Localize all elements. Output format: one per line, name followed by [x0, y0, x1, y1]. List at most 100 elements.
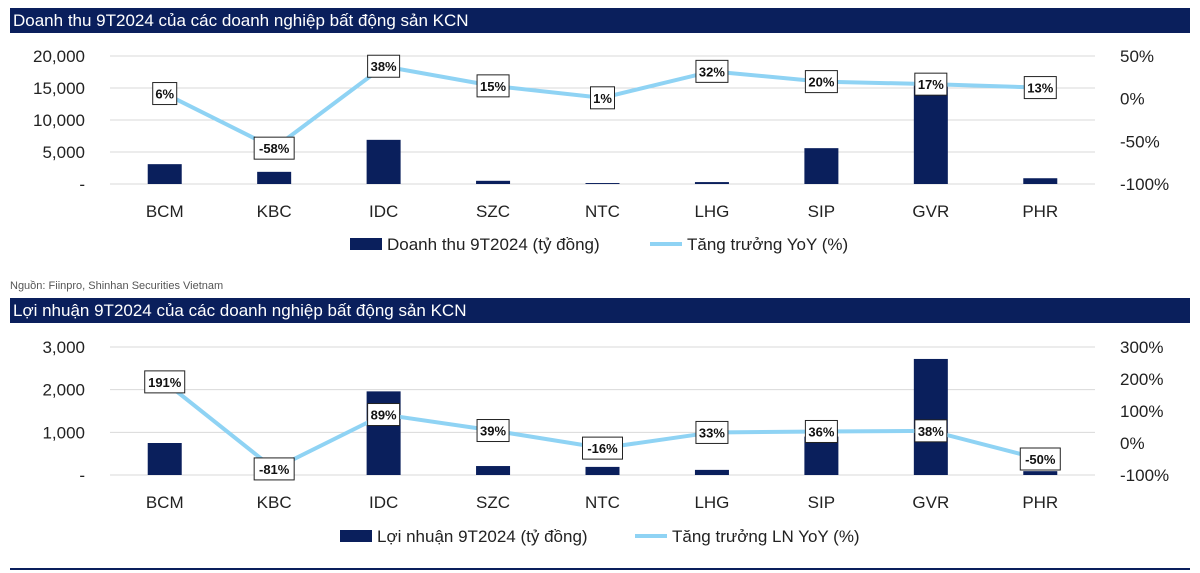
x-tick-label: IDC — [369, 202, 398, 221]
data-label-box — [1019, 447, 1061, 471]
y2-tick-label: 0% — [1120, 434, 1145, 453]
x-tick-label: SZC — [476, 493, 510, 512]
data-label: 38% — [371, 59, 397, 74]
bar-kbc — [257, 171, 292, 184]
chart-2-title: Lợi nhuận 9T2024 của các doanh nghiệp bấ… — [10, 298, 1190, 323]
data-label-box — [914, 419, 948, 443]
y-tick-label: - — [79, 466, 85, 485]
bar-phr — [1023, 471, 1058, 475]
data-label: 13% — [1027, 81, 1053, 96]
bar-sip — [804, 436, 839, 475]
bar-lhg — [694, 469, 729, 475]
data-label-box — [253, 136, 295, 160]
data-label-box — [804, 70, 838, 94]
bar-gvr — [913, 84, 948, 184]
x-tick-label: GVR — [912, 493, 949, 512]
data-label: -81% — [259, 462, 290, 477]
y-tick-label: 10,000 — [33, 111, 85, 130]
data-label: 15% — [480, 79, 506, 94]
data-label-box — [1023, 76, 1057, 100]
x-tick-label: LHG — [694, 493, 729, 512]
x-tick-label: NTC — [585, 493, 620, 512]
data-label: 32% — [699, 64, 725, 79]
y-tick-label: 3,000 — [42, 338, 85, 357]
data-label-box — [367, 54, 401, 78]
x-tick-label: PHR — [1022, 202, 1058, 221]
legend-bar-swatch — [340, 530, 372, 542]
bar-gvr — [913, 358, 948, 475]
data-label-box — [144, 370, 186, 394]
x-tick-label: SIP — [808, 493, 835, 512]
data-label: 20% — [808, 75, 834, 90]
x-tick-label: SIP — [808, 202, 835, 221]
source-note: Nguồn: Fiinpro, Shinhan Securities Vietn… — [10, 280, 224, 292]
chart-1-title: Doanh thu 9T2024 của các doanh nghiệp bấ… — [10, 8, 1190, 33]
y2-tick-label: 50% — [1120, 47, 1154, 66]
legend-line-label: Tăng trưởng YoY (%) — [687, 235, 848, 254]
y2-tick-label: -100% — [1120, 466, 1169, 485]
revenue-chart: - 5,000 10,000 15,000 20,000 -100% -50% 0% 50% BC… — [33, 47, 1169, 254]
y2-tick-label: -100% — [1120, 175, 1169, 194]
data-label: 17% — [918, 77, 944, 92]
data-label-box — [367, 403, 401, 427]
legend-line-label: Tăng trưởng LN YoY (%) — [672, 527, 860, 546]
data-label-box — [152, 82, 178, 106]
data-label-box — [476, 74, 510, 98]
data-label: 191% — [148, 375, 182, 390]
legend-bar-label: Lợi nhuận 9T2024 (tỷ đồng) — [377, 527, 588, 546]
bar-phr — [1023, 178, 1058, 184]
bar-szc — [476, 466, 511, 475]
y2-tick-label: 300% — [1120, 338, 1163, 357]
data-label: 89% — [371, 408, 397, 423]
legend-bar-label: Doanh thu 9T2024 (tỷ đồng) — [387, 235, 600, 254]
data-label-box — [804, 419, 838, 443]
data-label: -58% — [259, 141, 290, 156]
bar-ntc — [585, 466, 620, 475]
y2-tick-label: 200% — [1120, 370, 1163, 389]
x-tick-label: LHG — [694, 202, 729, 221]
legend-bar-swatch — [350, 238, 382, 250]
x-tick-label: BCM — [146, 493, 184, 512]
y-tick-label: 20,000 — [33, 47, 85, 66]
data-label: 6% — [155, 87, 174, 102]
data-label-box — [253, 457, 295, 481]
y-tick-label: - — [79, 175, 85, 194]
data-label: 36% — [808, 424, 834, 439]
x-tick-label: IDC — [369, 493, 398, 512]
data-label-box — [695, 420, 729, 444]
bar-szc — [476, 180, 511, 184]
data-label: 1% — [593, 91, 612, 106]
y2-tick-label: -50% — [1120, 132, 1160, 151]
data-label-box — [695, 59, 729, 83]
bar-ntc — [585, 183, 620, 184]
x-tick-label: SZC — [476, 202, 510, 221]
x-tick-label: KBC — [257, 202, 292, 221]
y-tick-label: 1,000 — [42, 423, 85, 442]
x-tick-label: BCM — [146, 202, 184, 221]
bar-lhg — [694, 182, 729, 184]
data-label-box — [914, 72, 948, 96]
x-tick-label: KBC — [257, 493, 292, 512]
data-label: -50% — [1025, 452, 1056, 467]
y-tick-label: 15,000 — [33, 79, 85, 98]
y-tick-label: 5,000 — [42, 143, 85, 162]
bar-sip — [804, 148, 839, 184]
data-label-box — [476, 419, 510, 443]
x-tick-label: NTC — [585, 202, 620, 221]
y2-tick-label: 100% — [1120, 402, 1163, 421]
data-label: -16% — [587, 441, 618, 456]
divider — [10, 568, 1190, 570]
data-label: 33% — [699, 425, 725, 440]
y2-tick-label: 0% — [1120, 90, 1145, 109]
data-label: 38% — [918, 424, 944, 439]
data-label-box — [590, 86, 615, 110]
bar-bcm — [147, 443, 182, 475]
bar-bcm — [147, 164, 182, 184]
x-tick-label: PHR — [1022, 493, 1058, 512]
data-label-box — [582, 436, 623, 460]
data-label: 39% — [480, 424, 506, 439]
bar-idc — [366, 139, 401, 184]
profit-chart: - 1,000 2,000 3,000 -100% 0% 100% 200% 300% BCM KB… — [42, 338, 1169, 546]
x-tick-label: GVR — [912, 202, 949, 221]
y-tick-label: 2,000 — [42, 381, 85, 400]
